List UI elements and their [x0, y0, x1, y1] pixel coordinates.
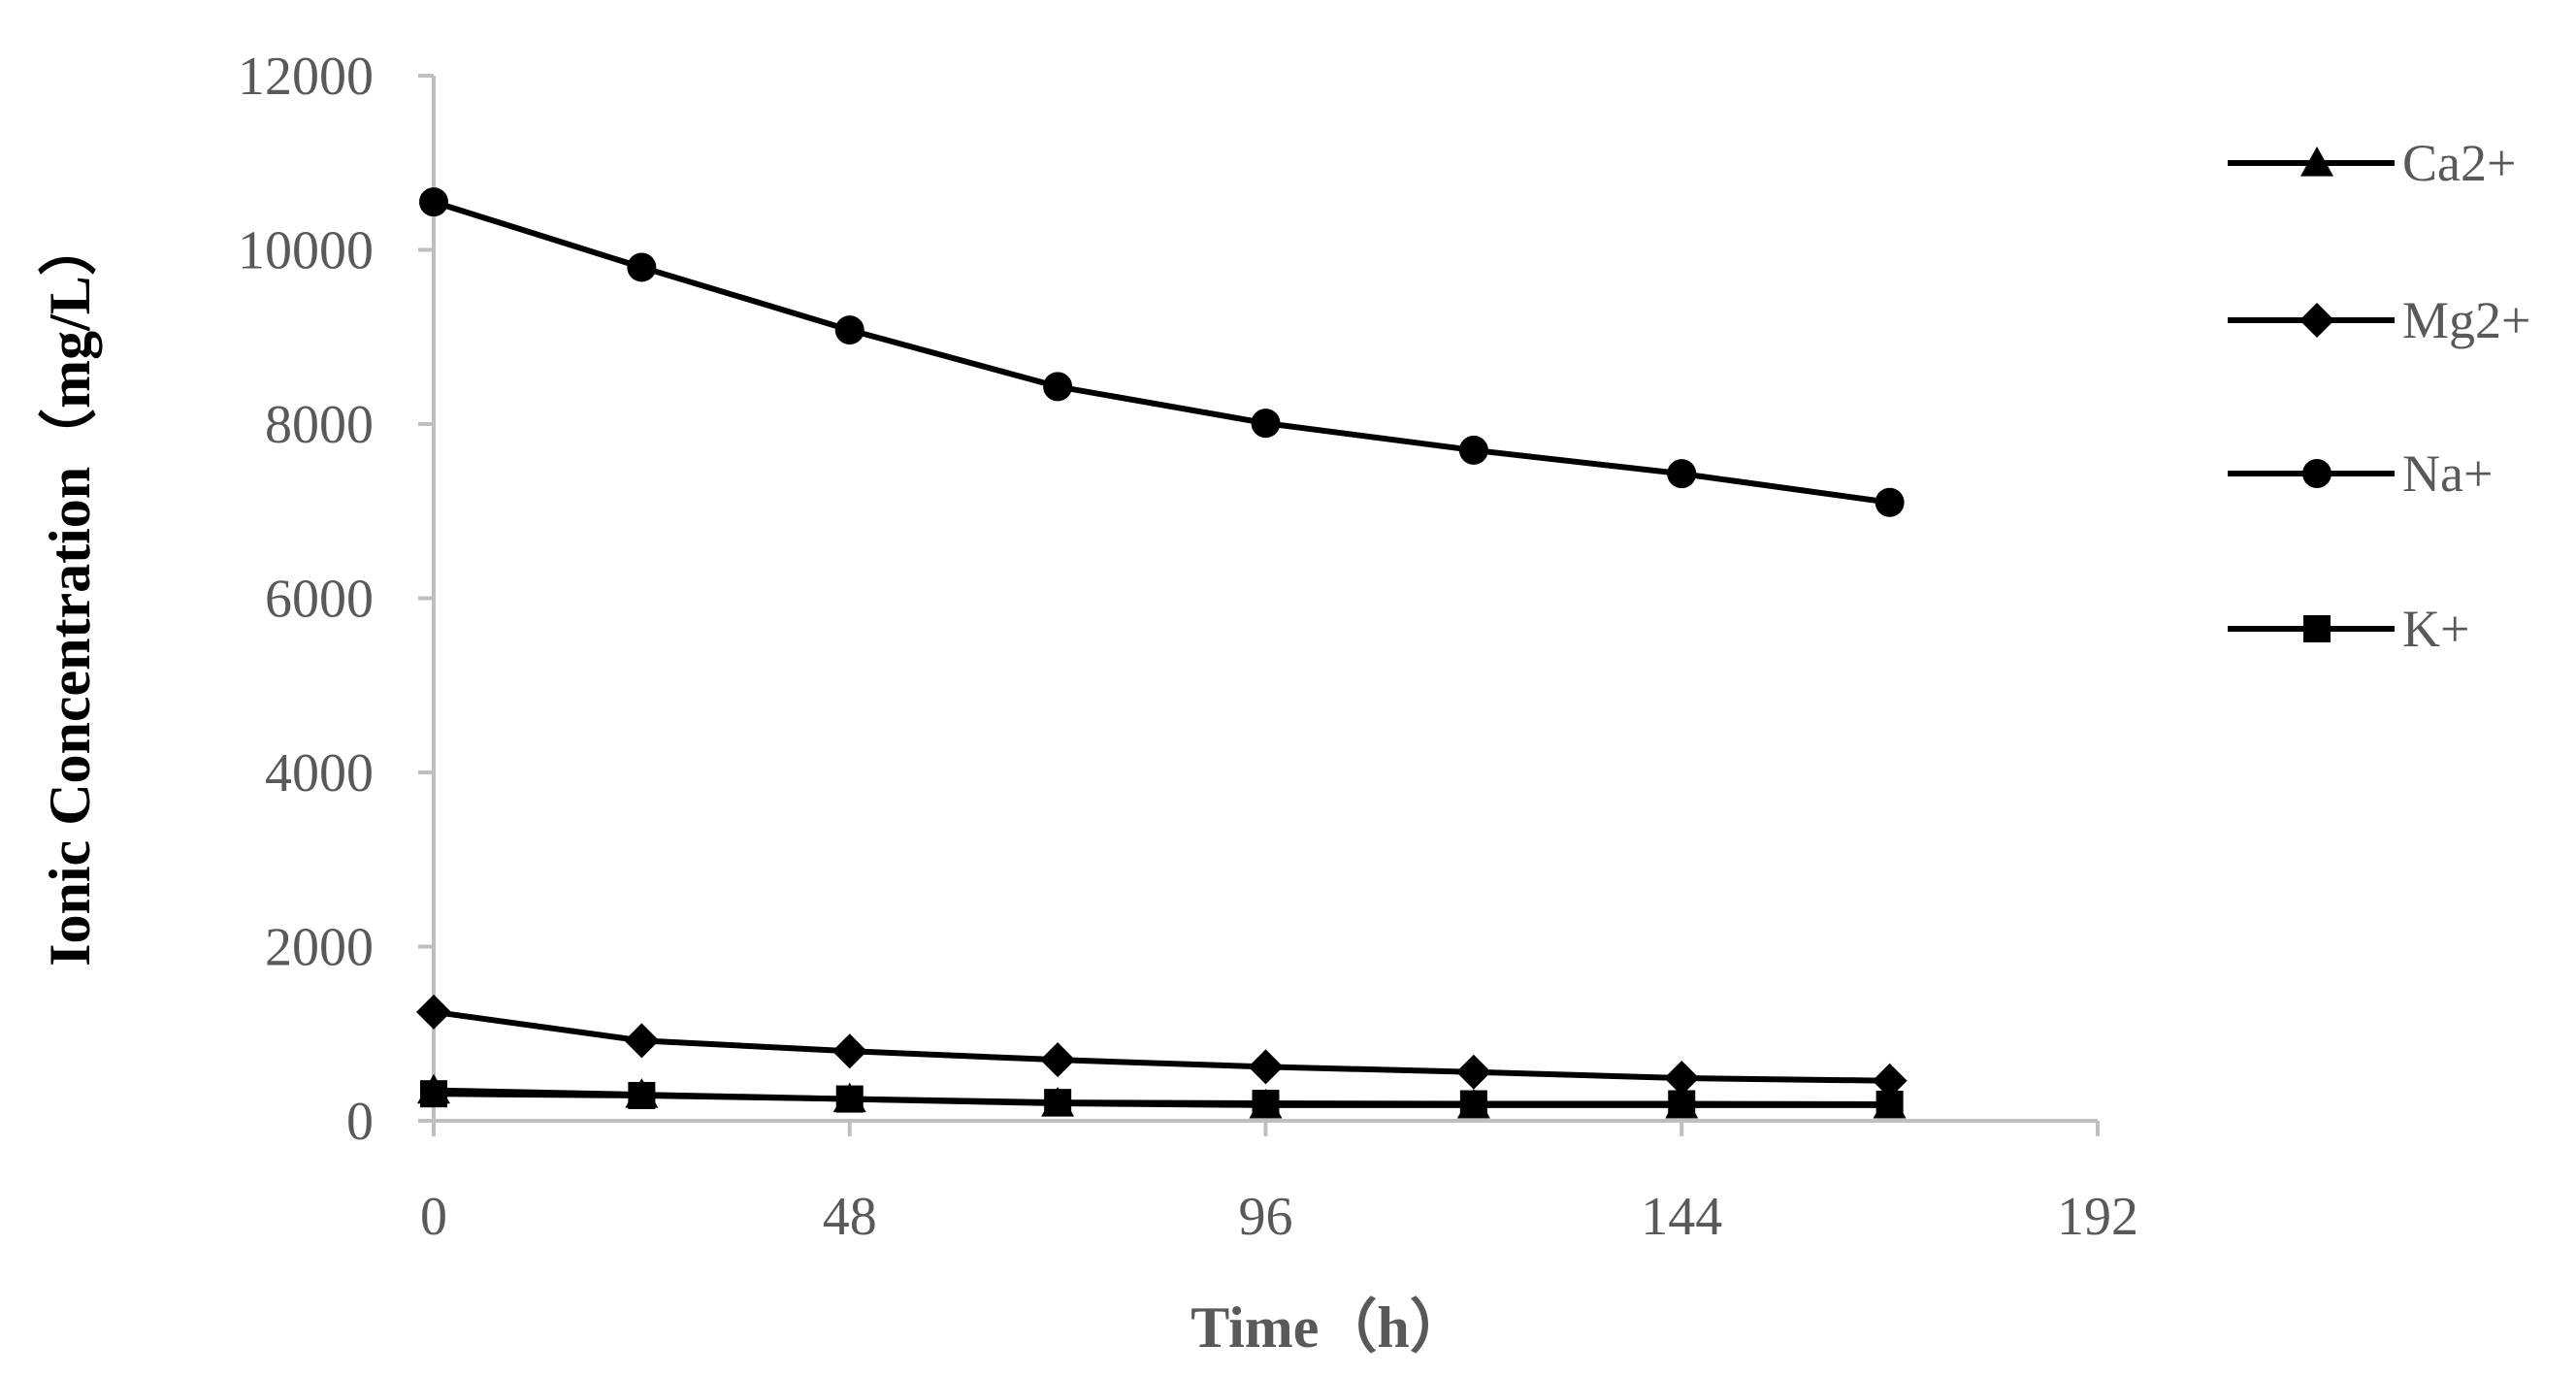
data-point-square [1668, 1090, 1696, 1118]
data-point-square [420, 1080, 447, 1108]
data-point-triangle [2300, 147, 2333, 177]
x-tick-label: 96 [1239, 1187, 1293, 1247]
x-tick-label: 192 [2057, 1187, 2138, 1247]
data-point-circle [1458, 435, 1488, 465]
data-point-diamond [1664, 1061, 1700, 1097]
series-group [416, 187, 1908, 1119]
data-point-circle [1875, 487, 1905, 517]
legend-label: Na+ [2402, 444, 2493, 503]
data-point-diamond [416, 994, 451, 1030]
y-tick-labels: 0 2000 4000 6000 8000 10000 12000 [238, 47, 374, 1152]
legend-item-mg2: Mg2+ [2228, 291, 2530, 349]
series-line-na [433, 199, 1891, 506]
data-point-circle [2302, 459, 2331, 488]
series-k [420, 1080, 1904, 1118]
data-point-circle [1043, 372, 1073, 402]
data-point-diamond [1040, 1042, 1076, 1078]
data-point-square [1875, 1090, 1904, 1118]
data-point-circle [419, 187, 448, 217]
x-tick-labels: 0 48 96 144 192 [420, 1187, 2138, 1247]
y-tick-label: 2000 [265, 918, 374, 978]
legend-item-ca2: Ca2+ [2228, 134, 2516, 192]
legend-item-na: Na+ [2228, 444, 2493, 503]
legend-item-k: K+ [2228, 600, 2469, 658]
data-point-diamond [1455, 1054, 1491, 1090]
y-axis-title: Ionic Concentration（mg/L） [37, 217, 102, 966]
y-tick-label: 0 [346, 1092, 374, 1152]
data-point-square [2303, 615, 2331, 642]
x-tick-label: 144 [1641, 1187, 1722, 1247]
data-point-diamond [1248, 1049, 1284, 1085]
y-tick-label: 4000 [265, 743, 374, 803]
y-tick-label: 10000 [238, 221, 374, 281]
y-tick-label: 6000 [265, 570, 374, 630]
legend-label: Mg2+ [2402, 291, 2530, 349]
data-point-diamond [624, 1023, 660, 1059]
data-point-circle [1667, 459, 1697, 489]
data-point-square [1459, 1090, 1487, 1118]
data-point-circle [1251, 409, 1281, 439]
series-na [419, 187, 1905, 517]
x-tick-label: 0 [420, 1187, 447, 1247]
legend: Ca2+ Mg2+ Na+ K+ [2228, 134, 2530, 658]
data-point-diamond [2299, 303, 2334, 338]
data-point-square [1252, 1090, 1280, 1118]
data-point-diamond [831, 1033, 867, 1069]
y-tick-label: 12000 [238, 47, 374, 107]
data-point-square [835, 1085, 864, 1113]
x-tick-label: 48 [823, 1187, 877, 1247]
data-point-diamond [1872, 1063, 1908, 1098]
data-point-circle [834, 315, 864, 345]
legend-label: Ca2+ [2402, 134, 2516, 192]
data-point-circle [627, 252, 657, 282]
series-line-k [433, 1091, 1890, 1107]
y-tick-label: 8000 [265, 395, 374, 455]
data-point-square [628, 1081, 656, 1109]
legend-label: K+ [2402, 600, 2469, 658]
series-mg2 [416, 994, 1908, 1098]
axes [418, 74, 2100, 1136]
x-axis-title: Time（h） [1190, 1294, 1468, 1360]
data-point-square [1044, 1089, 1072, 1117]
series-line-mg2 [433, 1008, 1890, 1084]
